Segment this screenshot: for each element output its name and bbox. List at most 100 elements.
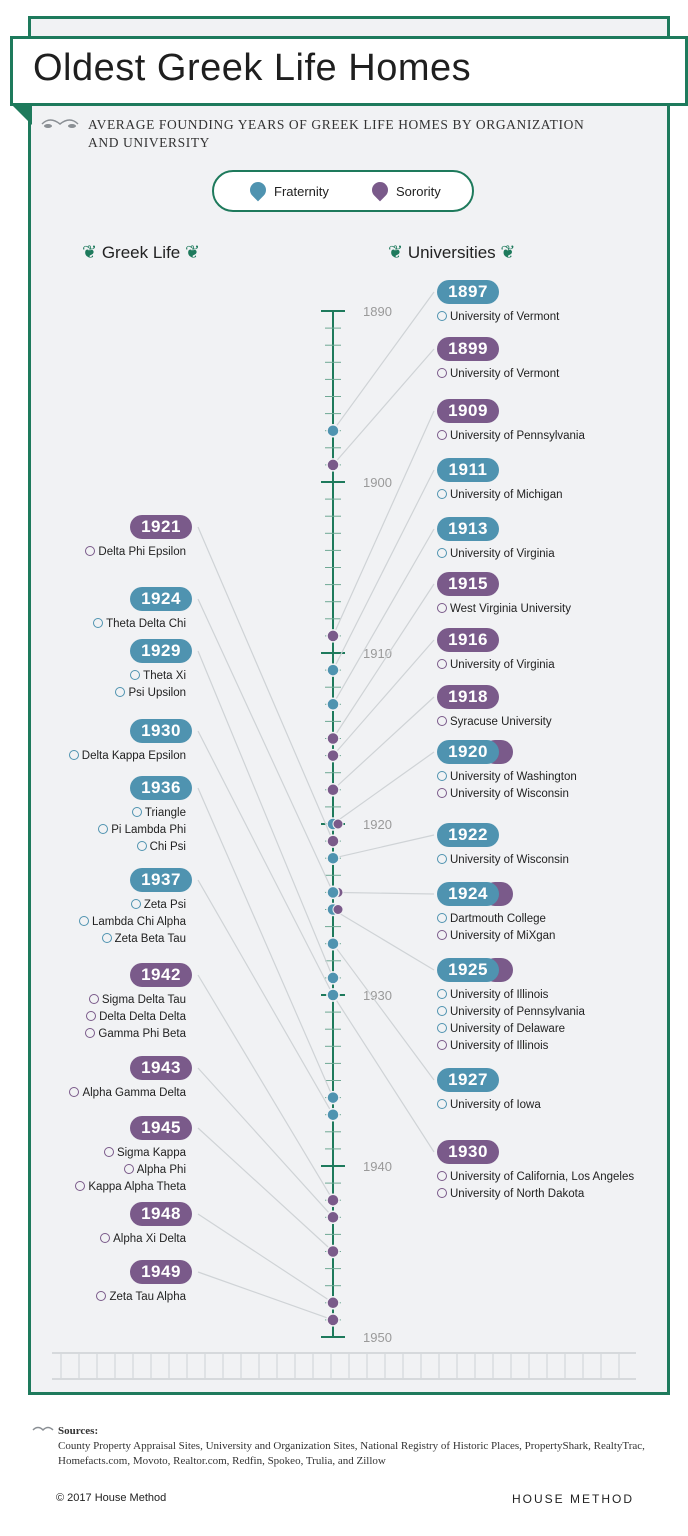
organization-label: Zeta Beta Tau	[101, 931, 186, 948]
arrow-circle-icon	[437, 368, 447, 378]
greek-key-border	[52, 1352, 636, 1380]
organization-label: Gamma Phi Beta	[85, 1026, 186, 1043]
arrow-circle-icon	[130, 670, 141, 680]
year-badge: 1897	[437, 280, 499, 304]
item-name: Kappa Alpha Theta	[88, 1181, 186, 1193]
organization-label: Delta Kappa Epsilon	[68, 748, 186, 765]
connector-line	[332, 696, 435, 791]
arrow-circle-icon	[123, 1164, 134, 1174]
timeline-dot	[326, 629, 340, 643]
university-label: University of Vermont	[437, 309, 559, 326]
year-badge: 1909	[437, 399, 499, 423]
timeline-dot	[326, 731, 340, 746]
year-label: 1948	[130, 1202, 192, 1226]
legend: Fraternity Sorority	[212, 170, 474, 212]
connector-line	[197, 598, 334, 893]
item-name: Gamma Phi Beta	[98, 1028, 186, 1040]
axis-tick-label: 1940	[363, 1159, 392, 1174]
arrow-circle-icon	[437, 930, 447, 940]
organization-label: Zeta Psi	[130, 897, 186, 914]
axis-tick-label: 1930	[363, 988, 392, 1003]
year-label: 1930	[130, 719, 192, 743]
arrow-circle-icon	[437, 716, 447, 726]
organization-label: Alpha Phi	[123, 1162, 186, 1179]
year-label: 1921	[130, 515, 192, 539]
connector-line	[332, 583, 435, 739]
item-name: Delta Phi Epsilon	[98, 546, 186, 558]
timeline-dot	[326, 783, 340, 797]
connector-line	[332, 291, 435, 432]
year-label: 1911	[437, 458, 499, 482]
item-name: Alpha Phi	[136, 1164, 186, 1176]
axis-tick-label: 1900	[363, 475, 392, 490]
year-label: 1927	[437, 1068, 499, 1092]
arrow-circle-icon	[96, 1291, 107, 1301]
organization-label: Alpha Xi Delta	[100, 1231, 186, 1248]
year-label: 1913	[437, 517, 499, 541]
timeline-dot	[326, 851, 340, 865]
timeline-dot-secondary	[332, 904, 344, 915]
university-label: University of Illinois	[437, 1038, 548, 1055]
item-name: University of Wisconsin	[450, 854, 569, 866]
organization-label: Chi Psi	[136, 839, 186, 856]
timeline-dot-secondary	[332, 818, 344, 830]
organization-label: Theta Xi	[130, 668, 186, 685]
year-badge: 1943	[130, 1056, 192, 1080]
legend-fraternity-label: Fraternity	[274, 184, 329, 199]
year-label: 1925	[437, 958, 499, 982]
university-label: University of MiXgan	[437, 928, 555, 945]
arrow-circle-icon	[437, 989, 447, 999]
item-name: Zeta Psi	[143, 899, 186, 911]
connector-line	[332, 943, 435, 1081]
item-name: Delta Delta Delta	[99, 1011, 186, 1023]
connector-line	[332, 469, 435, 671]
organization-label: Zeta Tau Alpha	[96, 1289, 186, 1306]
arrow-circle-icon	[437, 311, 447, 321]
connector-line	[197, 730, 334, 996]
timeline-dot	[326, 748, 340, 763]
arrow-circle-icon	[130, 899, 141, 909]
connector-line	[332, 410, 435, 637]
year-label: 1916	[437, 628, 499, 652]
sources-title: Sources:	[58, 1425, 99, 1437]
year-badge: 1942	[130, 963, 192, 987]
arrow-circle-icon	[437, 1171, 447, 1181]
arrow-circle-icon	[85, 1028, 96, 1038]
sources-text: County Property Appraisal Sites, Univers…	[58, 1440, 645, 1467]
connector-line	[197, 1213, 334, 1304]
brand-logo: HOUSE METHOD	[512, 1492, 635, 1506]
organization-label: Sigma Delta Tau	[88, 992, 186, 1009]
item-name: Chi Psi	[149, 841, 186, 853]
item-name: University of North Dakota	[450, 1188, 585, 1200]
timeline-dot	[326, 1107, 340, 1122]
item-name: Alpha Gamma Delta	[82, 1087, 186, 1099]
arrow-circle-icon	[437, 1006, 447, 1016]
timeline-dot	[326, 458, 340, 472]
arrow-circle-icon	[98, 824, 109, 834]
year-badge: 1937	[130, 868, 192, 892]
connector-line	[332, 348, 435, 466]
axis-tick-label: 1950	[363, 1330, 392, 1345]
organization-label: Triangle	[131, 805, 186, 822]
laurel-small-icon	[32, 1426, 54, 1432]
axis-tick-label: 1890	[363, 304, 392, 319]
item-name: University of Washington	[450, 771, 577, 783]
laurel-right-icon: ❦	[185, 242, 201, 262]
year-badge: 1920	[437, 740, 513, 764]
arrow-circle-icon	[437, 1188, 447, 1198]
arrow-circle-icon	[79, 916, 90, 926]
year-badge: 1924	[437, 882, 513, 906]
year-badge: 1915	[437, 572, 499, 596]
organization-label: Alpha Gamma Delta	[69, 1085, 186, 1102]
university-label: University of Pennsylvania	[437, 1004, 585, 1021]
sources: Sources: County Property Appraisal Sites…	[32, 1424, 652, 1469]
year-label: 1937	[130, 868, 192, 892]
connector-line	[332, 639, 435, 756]
item-name: Zeta Tau Alpha	[109, 1291, 186, 1303]
item-name: Sigma Kappa	[116, 1147, 186, 1159]
item-name: University of Illinois	[450, 1040, 549, 1052]
connector-line	[197, 1271, 334, 1321]
arrow-circle-icon	[93, 618, 104, 628]
year-badge: 1927	[437, 1068, 499, 1092]
university-label: University of Iowa	[437, 1097, 541, 1114]
